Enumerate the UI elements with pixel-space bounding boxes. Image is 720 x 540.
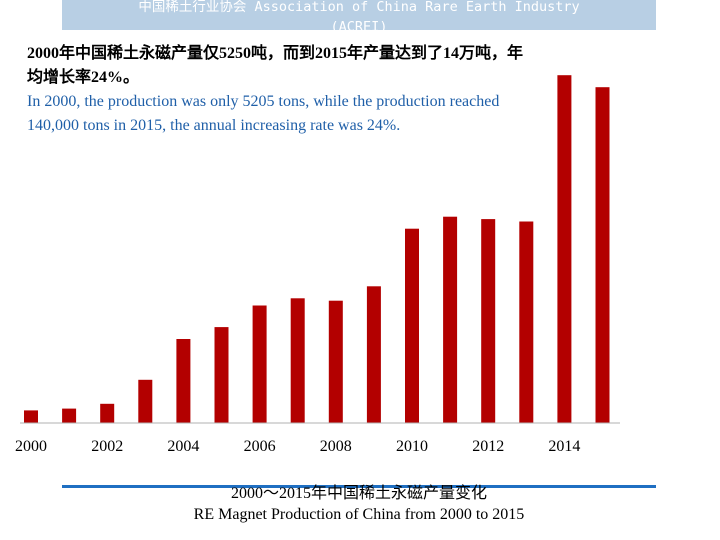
header-title: 中国稀土行业协会 Association of China Rare Earth… [62, 0, 656, 30]
bar-2012 [481, 219, 496, 423]
header-title-line1: 中国稀土行业协会 Association of China Rare Earth… [138, 0, 580, 15]
caption-english: RE Magnet Production of China from 2000 … [193, 506, 525, 523]
bar-2013 [519, 221, 534, 423]
x-tick-label-2014: 2014 [548, 438, 580, 455]
bar-2001 [62, 408, 77, 423]
caption-divider [62, 485, 656, 488]
bar-2010 [405, 228, 419, 423]
description-chinese: 2000年中国稀土永磁产量仅5250吨，而到2015年产量达到了14万吨，年均增… [27, 45, 524, 86]
bar-2009 [366, 286, 381, 423]
description-english: In 2000, the production was only 5205 to… [27, 93, 500, 134]
bar-2007 [290, 298, 305, 423]
x-tick-label-2002: 2002 [91, 438, 123, 455]
bar-2003 [138, 379, 153, 423]
bar-2004 [176, 339, 191, 423]
header-title-line2: (ACREI) [330, 19, 388, 30]
bar-2002 [100, 403, 115, 423]
x-tick-label-2006: 2006 [244, 438, 276, 455]
bar-2008 [328, 300, 343, 423]
description-block: 2000年中国稀土永磁产量仅5250吨，而到2015年产量达到了14万吨，年均增… [27, 42, 537, 138]
bar-2014 [557, 75, 572, 423]
bar-2015 [595, 87, 610, 423]
header-banner: 中国稀土行业协会 Association of China Rare Earth… [62, 0, 656, 30]
bar-2011 [443, 216, 458, 423]
bar-2000 [24, 410, 38, 423]
bar-2005 [214, 327, 229, 423]
chart-caption: 2000～2015年中国稀土永磁产量变化 RE Magnet Productio… [62, 483, 656, 525]
caption-chinese: 2000～2015年中国稀土永磁产量变化 [230, 485, 487, 502]
x-tick-label-2004: 2004 [167, 438, 199, 455]
bar-2006 [252, 305, 267, 423]
x-tick-label-2000: 2000 [15, 438, 47, 455]
x-tick-label-2012: 2012 [472, 438, 504, 455]
x-tick-label-2010: 2010 [396, 438, 428, 455]
x-tick-label-2008: 2008 [320, 438, 352, 455]
